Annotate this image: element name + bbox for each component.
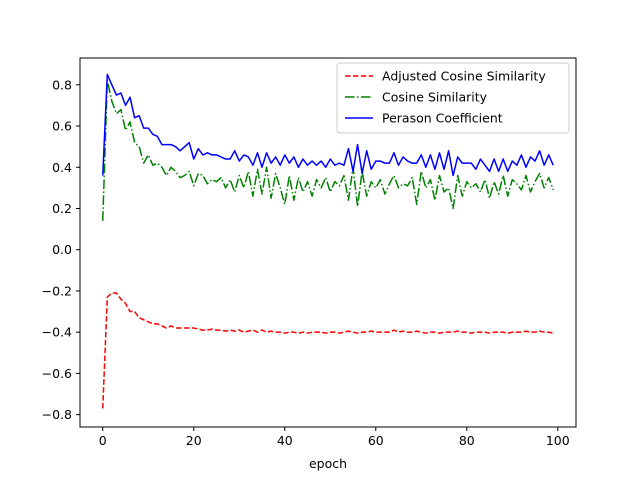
legend-label-0: Adjusted Cosine Similarity xyxy=(382,69,546,84)
x-tick-label: 0 xyxy=(99,433,107,448)
series-layer xyxy=(102,73,554,409)
x-tick-label: 100 xyxy=(546,433,570,448)
x-tick-label: 20 xyxy=(186,433,202,448)
series-line-1 xyxy=(102,79,554,221)
x-tick-label: 80 xyxy=(459,433,475,448)
y-tick-label: 0.6 xyxy=(52,119,72,134)
y-tick-label: −0.6 xyxy=(42,366,72,381)
series-line-0 xyxy=(102,292,554,409)
series-line-2 xyxy=(102,73,554,177)
legend-box xyxy=(336,62,570,134)
y-tick-label: −0.4 xyxy=(42,325,72,340)
y-tick-label: 0.8 xyxy=(52,77,72,92)
y-tick-label: 0.4 xyxy=(52,160,72,175)
legend-label-2: Perason Coefficient xyxy=(382,111,503,126)
x-tick-label: 40 xyxy=(277,433,293,448)
plot-frame xyxy=(79,57,577,428)
y-tick-label: −0.8 xyxy=(42,407,72,422)
legend-label-1: Cosine Similarity xyxy=(382,90,488,105)
axes-layer: 0 20 40 60 80 100 −0.8 −0.6 −0.4 −0.2 0.0 0.2 0.4 0.6… xyxy=(42,77,570,448)
y-tick-label: 0.0 xyxy=(52,242,72,257)
y-tick-label: 0.2 xyxy=(52,201,72,216)
x-tick-label: 60 xyxy=(368,433,384,448)
legend: Adjusted Cosine Similarity Cosine Similar… xyxy=(336,62,570,134)
y-tick-label: −0.2 xyxy=(42,283,72,298)
x-axis-label: epoch xyxy=(309,456,347,471)
